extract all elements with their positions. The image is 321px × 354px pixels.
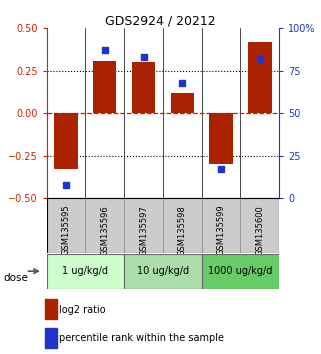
Point — [219, 166, 224, 172]
Bar — [202, 198, 240, 253]
Bar — [248, 42, 272, 113]
Bar — [47, 198, 85, 253]
Bar — [171, 93, 194, 113]
Point — [257, 56, 263, 62]
Text: 10 ug/kg/d: 10 ug/kg/d — [137, 266, 189, 276]
Point — [180, 80, 185, 86]
Bar — [163, 198, 202, 253]
Bar — [202, 254, 279, 289]
Bar — [132, 62, 155, 113]
Text: dose: dose — [3, 273, 28, 283]
Text: GSM135599: GSM135599 — [217, 205, 226, 256]
Bar — [47, 254, 124, 289]
Bar — [85, 198, 124, 253]
Bar — [124, 198, 163, 253]
Bar — [240, 198, 279, 253]
Text: log2 ratio: log2 ratio — [59, 305, 106, 315]
Text: 1000 ug/kg/d: 1000 ug/kg/d — [208, 266, 273, 276]
Point — [141, 55, 146, 60]
Text: GDS2924 / 20212: GDS2924 / 20212 — [105, 14, 216, 27]
Text: GSM135598: GSM135598 — [178, 205, 187, 256]
Point — [102, 47, 107, 53]
Text: percentile rank within the sample: percentile rank within the sample — [59, 333, 224, 343]
Bar — [93, 61, 116, 113]
Bar — [209, 113, 233, 164]
Text: 1 ug/kg/d: 1 ug/kg/d — [62, 266, 108, 276]
Bar — [124, 254, 202, 289]
Text: GSM135597: GSM135597 — [139, 205, 148, 256]
Text: GSM135595: GSM135595 — [61, 205, 70, 256]
Text: GSM135600: GSM135600 — [256, 205, 265, 256]
Bar — [54, 113, 78, 169]
Bar — [45, 328, 57, 348]
Point — [63, 182, 68, 188]
Bar — [45, 299, 57, 319]
Text: GSM135596: GSM135596 — [100, 205, 109, 256]
